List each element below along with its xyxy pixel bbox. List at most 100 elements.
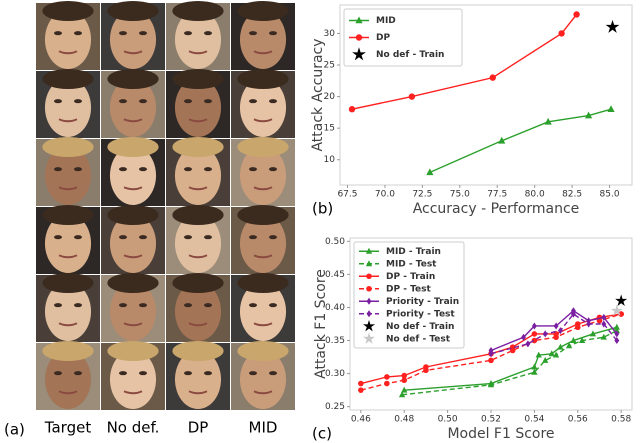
marker — [589, 330, 597, 337]
eye — [269, 99, 277, 104]
mouth — [253, 322, 273, 327]
mouth — [123, 186, 143, 191]
legend-marker — [366, 297, 372, 305]
eye — [119, 371, 127, 376]
face-shape — [44, 214, 92, 273]
y-tick-label: 0.40 — [325, 303, 345, 313]
eye — [54, 167, 62, 172]
marker — [487, 381, 495, 388]
hair — [107, 205, 159, 225]
marker — [408, 93, 416, 100]
marker — [584, 111, 593, 119]
hair — [237, 273, 289, 293]
hair — [42, 205, 94, 225]
legend-marker — [355, 16, 363, 24]
hair — [42, 69, 94, 89]
face-shape — [239, 146, 287, 205]
mouth — [188, 254, 208, 259]
eye — [139, 99, 147, 104]
x-tick-label: 85.0 — [600, 190, 620, 200]
eye — [119, 303, 127, 308]
marker — [401, 372, 408, 379]
marker — [614, 330, 620, 338]
mouth — [188, 322, 208, 327]
eye — [249, 303, 257, 308]
x-tick-label: 0.46 — [351, 415, 371, 425]
legend-marker — [366, 273, 372, 280]
x-tick-label: 0.50 — [438, 415, 458, 425]
marker — [531, 368, 538, 375]
eye — [184, 167, 192, 172]
eye — [139, 31, 147, 36]
x-tick-label: 70.0 — [375, 190, 395, 200]
x-tick-label: 72.5 — [412, 190, 432, 200]
marker — [488, 357, 494, 364]
face-shape — [44, 78, 92, 137]
hair — [107, 137, 159, 157]
hair — [237, 137, 289, 157]
x-tick-label: 77.5 — [487, 190, 507, 200]
mouth — [188, 50, 208, 55]
eye — [269, 371, 277, 376]
mouth — [188, 390, 208, 395]
mouth — [253, 254, 273, 259]
marker — [573, 11, 580, 18]
face-shape — [174, 146, 222, 205]
x-axis-label: Accuracy - Performance — [413, 201, 580, 217]
marker — [423, 367, 429, 374]
panel-label: (c) — [312, 425, 332, 443]
marker — [531, 322, 537, 330]
series-line — [360, 313, 622, 391]
mouth — [253, 50, 273, 55]
x-tick-label: 0.52 — [481, 415, 501, 425]
eye — [119, 31, 127, 36]
marker — [610, 304, 623, 316]
y-tick-label: 15 — [324, 124, 335, 134]
face-shape — [109, 350, 157, 409]
face-shape — [109, 10, 157, 69]
y-tick-label: 30 — [324, 29, 336, 39]
marker — [558, 30, 565, 37]
y-tick-label: 0.30 — [325, 369, 345, 379]
marker — [613, 323, 620, 330]
marker — [605, 19, 620, 33]
y-tick-label: 20 — [324, 92, 336, 102]
hair — [172, 1, 224, 21]
eye — [74, 99, 82, 104]
hair — [237, 69, 289, 89]
eye — [204, 235, 212, 240]
mouth — [253, 118, 273, 123]
eye — [54, 235, 62, 240]
face-shape — [44, 350, 92, 409]
eye — [139, 371, 147, 376]
face-shape — [239, 214, 287, 273]
marker — [578, 337, 586, 343]
mouth — [58, 186, 78, 191]
mouth — [58, 322, 78, 327]
mouth — [58, 118, 78, 123]
marker — [531, 337, 538, 344]
marker — [601, 313, 607, 321]
face-shape — [109, 282, 157, 341]
hair — [172, 69, 224, 89]
legend-marker — [366, 310, 372, 318]
legend-marker — [352, 47, 366, 61]
marker — [498, 136, 506, 144]
panel-label: (a) — [4, 421, 25, 439]
marker — [614, 337, 620, 345]
column-label: DP — [188, 419, 209, 437]
legend-marker — [366, 285, 372, 292]
hair — [172, 341, 224, 361]
legend-marker — [365, 260, 373, 267]
marker — [398, 391, 406, 398]
legend-label: No def - Train — [386, 322, 454, 332]
eye — [74, 371, 82, 376]
legend-label: Priority - Train — [386, 297, 459, 307]
marker — [531, 363, 538, 370]
y-axis-label: Attack F1 Score — [313, 269, 329, 379]
face-shape — [174, 214, 222, 273]
marker — [557, 343, 564, 350]
legend-label: No def - Train — [376, 50, 444, 60]
